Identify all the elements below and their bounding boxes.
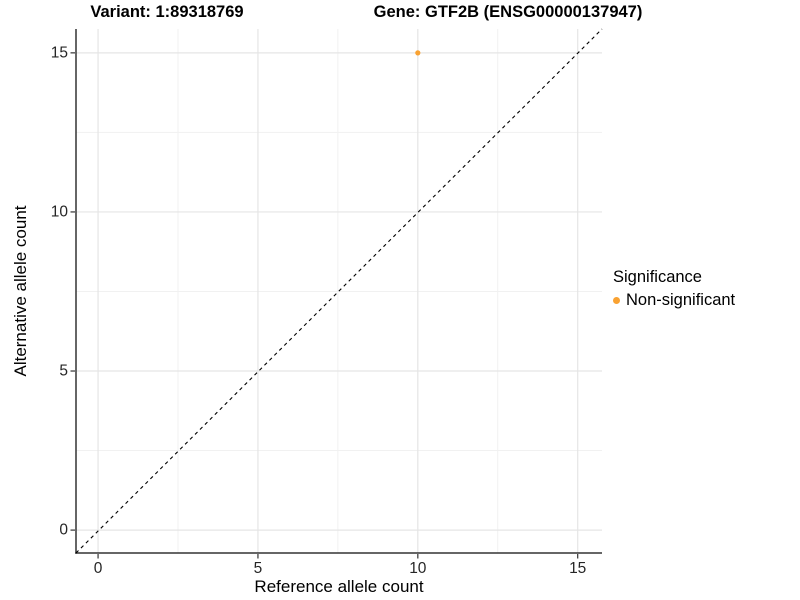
y-tick-label: 10 xyxy=(50,203,68,221)
x-tick-label: 5 xyxy=(253,560,263,577)
legend-entry-non-significant: Non-significant xyxy=(613,291,735,310)
y-tick-label: 0 xyxy=(59,521,68,539)
y-tick-label: 15 xyxy=(50,44,68,62)
x-tick-label: 10 xyxy=(409,560,427,577)
x-axis-title: Reference allele count xyxy=(254,577,424,596)
x-tick-label: 15 xyxy=(569,560,587,577)
y-tick-label: 5 xyxy=(59,362,68,380)
identity-line xyxy=(75,28,603,554)
variant-title: Variant: 1:89318769 xyxy=(90,3,244,21)
legend-entry-label: Non-significant xyxy=(626,291,736,309)
y-axis-title: Alternative allele count xyxy=(11,205,30,377)
gene-title: Gene: GTF2B (ENSG00000137947) xyxy=(373,3,643,21)
data-point xyxy=(415,50,421,56)
x-tick-label: 0 xyxy=(93,560,103,577)
legend-point-icon xyxy=(613,297,620,304)
legend: Significance Non-significant xyxy=(613,268,735,310)
legend-title: Significance xyxy=(613,268,702,286)
